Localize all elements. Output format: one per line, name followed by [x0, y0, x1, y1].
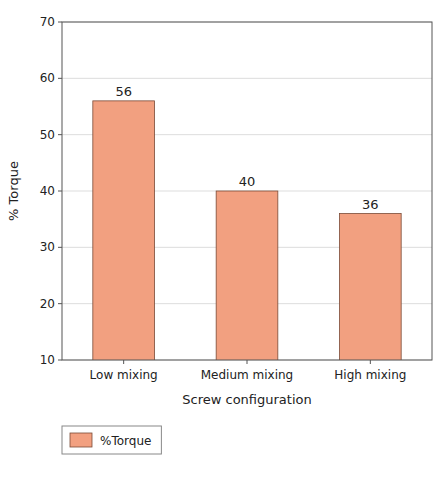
y-tick — [58, 303, 62, 304]
grid-line — [62, 78, 432, 79]
bar — [216, 191, 278, 360]
bars — [93, 101, 401, 360]
x-tick-label: Medium mixing — [201, 368, 293, 382]
bar — [93, 101, 155, 360]
legend-swatch — [70, 433, 92, 447]
x-tick — [123, 360, 124, 364]
y-tick — [58, 78, 62, 79]
x-tick-label: High mixing — [334, 368, 406, 382]
y-tick — [58, 360, 62, 361]
x-tick-label: Low mixing — [90, 368, 158, 382]
data-label: 36 — [362, 197, 379, 212]
x-tick — [247, 360, 248, 364]
data-label: 40 — [239, 174, 256, 189]
x-tick — [370, 360, 371, 364]
y-tick — [58, 134, 62, 135]
y-tick-label: 30 — [40, 240, 55, 254]
y-tick — [58, 247, 62, 248]
y-tick-label: 60 — [40, 71, 55, 85]
legend-frame — [62, 426, 161, 454]
legend: %Torque — [62, 426, 161, 454]
chart-container: 56 40 36 10 20 30 40 50 60 70 Low mixing Medium mix… — [0, 0, 448, 500]
y-axis-label: % Torque — [6, 161, 21, 221]
y-tick-label: 70 — [40, 15, 55, 29]
bar — [340, 214, 402, 360]
y-tick-label: 20 — [40, 297, 55, 311]
y-tick-label: 40 — [40, 184, 55, 198]
y-tick-label: 50 — [40, 128, 55, 142]
plot-frame — [62, 22, 432, 360]
y-tick — [58, 191, 62, 192]
legend-label: %Torque — [100, 434, 151, 448]
y-tick-label: 10 — [40, 353, 55, 367]
chart: 56 40 36 10 20 30 40 50 60 70 Low mixing Medium mix… — [0, 0, 448, 500]
data-label: 56 — [115, 84, 132, 99]
y-tick — [58, 22, 62, 23]
x-axis-label: Screw configuration — [182, 392, 311, 407]
